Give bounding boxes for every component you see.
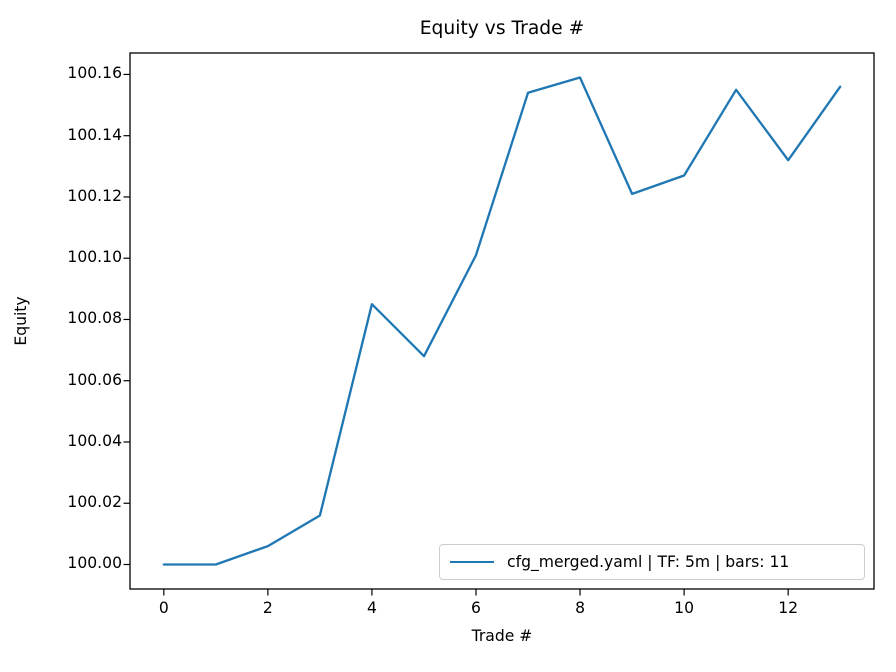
y-tick-label: 100.02 — [67, 493, 122, 512]
y-tick-label: 100.12 — [67, 186, 122, 205]
y-tick-label: 100.00 — [67, 554, 122, 573]
axes-spines — [129, 52, 875, 590]
y-tick-label: 100.10 — [67, 248, 122, 267]
equity-line-series — [162, 76, 842, 566]
legend-label: cfg_merged.yaml | TF: 5m | bars: 11 — [507, 553, 790, 571]
y-tick-label: 100.08 — [67, 309, 122, 328]
legend-line-sample-icon — [450, 561, 494, 563]
x-axis-label: Trade # — [471, 627, 533, 645]
y-tick-label: 100.04 — [67, 431, 122, 450]
x-tick-label: 10 — [674, 599, 695, 617]
y-tick-label: 100.06 — [67, 370, 122, 389]
y-axis-label: Equity — [12, 296, 30, 346]
x-tick-label: 8 — [575, 599, 585, 617]
x-tick-label: 0 — [158, 599, 169, 617]
x-tick-label: 6 — [471, 599, 481, 617]
x-tick-label: 12 — [778, 599, 799, 617]
x-tick-label: 2 — [262, 599, 273, 617]
x-tick-label: 4 — [366, 599, 377, 617]
legend: cfg_merged.yaml | TF: 5m | bars: 11 — [439, 544, 865, 580]
y-tick-label: 100.14 — [67, 125, 122, 144]
y-tick-label: 100.16 — [67, 64, 122, 83]
chart-title: Equity vs Trade # — [419, 18, 585, 39]
